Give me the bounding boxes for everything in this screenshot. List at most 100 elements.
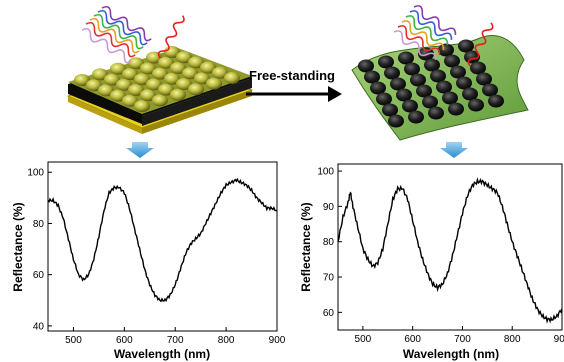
sphere	[464, 50, 480, 64]
dome	[170, 62, 186, 74]
sphere	[450, 65, 466, 79]
incident-light-rays	[81, 5, 185, 64]
dome	[170, 88, 186, 101]
dome	[110, 62, 126, 75]
chart-right-x-tick-label: 600	[404, 334, 421, 345]
dome	[128, 57, 144, 70]
incident-light-rays-right	[393, 5, 494, 67]
chart-left-x-ticks: 500 600 700 800 900	[65, 327, 286, 346]
sphere-layer-side	[142, 78, 252, 126]
chart-right-x-axis-label: Wavelength (nm)	[403, 347, 499, 361]
substrate-side-right	[142, 90, 252, 134]
sphere	[404, 62, 420, 76]
dome	[116, 78, 132, 91]
sphere	[416, 84, 432, 98]
chart-right-y-tick-label: 100	[317, 167, 334, 178]
sphere-array	[358, 39, 504, 128]
sphere	[456, 76, 472, 90]
dome	[212, 66, 228, 79]
sphere	[358, 59, 374, 73]
dome-array	[74, 46, 240, 112]
chart-right-y-tick-label: 70	[323, 273, 335, 284]
chart-left-x-axis-label: Wavelength (nm)	[114, 347, 210, 361]
sphere	[470, 61, 486, 75]
sphere	[422, 95, 438, 109]
transition-arrow: Free-standing	[246, 68, 342, 102]
chart-right-x-tick-label: 700	[454, 334, 471, 345]
chart-left-plot-frame	[47, 161, 278, 332]
dome	[200, 61, 216, 74]
dome	[134, 100, 150, 112]
chart-left: 500 600 700 800 900 40 60 80 100 Wavelength (nm…	[11, 161, 286, 361]
sphere	[390, 77, 406, 91]
dome	[104, 73, 120, 86]
film-on-substrate-illustration	[66, 5, 254, 134]
sphere	[462, 87, 478, 101]
dome	[122, 68, 138, 80]
dome	[146, 78, 162, 91]
chart-right-x-tick-label: 500	[355, 334, 372, 345]
chart-right-y-tick-label: 80	[323, 237, 335, 248]
substrate-side-left	[68, 96, 142, 134]
dome	[110, 89, 126, 102]
chart-left-series-line	[47, 177, 278, 303]
dome	[140, 62, 156, 75]
sphere	[378, 55, 394, 69]
sphere	[442, 91, 458, 105]
dome	[152, 94, 168, 107]
chart-left-x-tick-label: 800	[218, 335, 235, 346]
dome	[158, 83, 174, 96]
dome	[176, 51, 192, 64]
arrow-label: Free-standing	[249, 68, 335, 83]
sphere	[376, 92, 392, 106]
chart-left-x-tick-label: 900	[269, 335, 286, 346]
dome	[176, 78, 192, 90]
dome	[122, 94, 138, 107]
chart-right-series-line	[337, 177, 563, 324]
dome	[194, 72, 210, 85]
chart-left-y-tick-label: 40	[33, 321, 45, 332]
dome	[224, 72, 240, 84]
sphere	[382, 103, 398, 117]
arrow-down-right	[440, 142, 468, 158]
sphere	[482, 83, 498, 97]
chart-left-x-tick-label: 500	[65, 335, 82, 346]
dome	[140, 89, 156, 102]
sphere	[424, 58, 440, 72]
sphere	[402, 99, 418, 113]
chart-right-x-tick-label: 900	[554, 334, 564, 345]
sphere	[364, 70, 380, 84]
sphere	[388, 114, 404, 128]
sphere	[428, 106, 444, 120]
sphere	[448, 102, 464, 116]
chart-left-y-tick-label: 60	[33, 270, 45, 281]
chart-right-y-axis-label: Reflectance (%)	[299, 202, 313, 291]
chart-right-x-tick-label: 800	[504, 334, 521, 345]
dome	[188, 83, 204, 96]
chart-left-y-tick-label: 80	[33, 219, 45, 230]
sphere	[458, 39, 474, 53]
chart-left-y-ticks: 40 60 80 100	[27, 168, 52, 332]
sphere	[436, 80, 452, 94]
dome	[128, 84, 144, 96]
sphere	[430, 69, 446, 83]
sphere	[396, 88, 412, 102]
dome	[206, 77, 222, 90]
chart-left-y-tick-label: 100	[27, 168, 44, 179]
dome	[188, 56, 204, 69]
sphere	[384, 66, 400, 80]
chart-right-y-tick-label: 60	[323, 308, 335, 319]
dome	[152, 67, 168, 80]
dome	[164, 72, 180, 85]
chart-left-x-tick-label: 700	[167, 335, 184, 346]
dome	[74, 74, 90, 86]
sphere	[444, 54, 460, 68]
dome	[158, 56, 174, 69]
dome	[86, 79, 102, 92]
dome	[98, 84, 114, 97]
sphere	[410, 73, 426, 87]
sphere	[370, 81, 386, 95]
chart-right-y-tick-label: 90	[323, 202, 335, 213]
arrow-down-left	[126, 142, 154, 158]
